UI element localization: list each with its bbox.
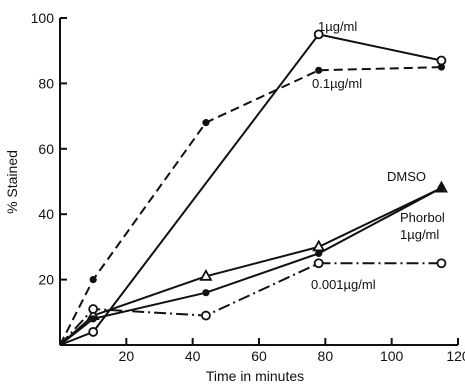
y-tick-label: 100: [31, 10, 55, 26]
data-point: [437, 63, 446, 71]
series-label-0-001ug: 0.001µg/ml: [311, 277, 376, 292]
data-point: [313, 258, 324, 269]
data-point: [202, 119, 210, 127]
data-point: [437, 184, 446, 192]
y-tick-label: 60: [38, 141, 54, 157]
data-point: [202, 289, 210, 297]
series-line: [59, 66, 442, 346]
data-point: [88, 304, 99, 314]
series-line: [59, 187, 442, 346]
series-label-0-1ug: 0.1µg/ml: [312, 76, 362, 91]
x-tick-label: 40: [185, 348, 201, 364]
x-axis-title: Time in minutes: [206, 368, 304, 384]
series-1: [59, 29, 447, 346]
x-tick-label: 60: [251, 348, 267, 364]
y-tick-label: 40: [38, 206, 54, 222]
series-4: [59, 184, 446, 346]
tick-labels: 20 40 60 80 100 120 20 40 60 80 100: [31, 10, 465, 364]
data-point: [199, 268, 213, 281]
series-2: [59, 63, 446, 346]
series-layer: [59, 29, 448, 346]
series-5: [59, 258, 447, 346]
series-line: [59, 187, 442, 346]
series-label-phorbol: Phorbol: [400, 210, 445, 225]
data-point: [313, 29, 324, 40]
x-tick-label: 120: [446, 348, 465, 364]
y-tick-label: 20: [38, 272, 54, 288]
series-line: [59, 262, 442, 346]
data-point: [201, 310, 211, 321]
x-tick-label: 100: [380, 348, 404, 364]
y-axis-title: % Stained: [4, 150, 20, 214]
y-tick-label: 80: [38, 75, 54, 91]
data-point: [88, 327, 99, 337]
x-tick-label: 20: [119, 348, 135, 364]
data-point: [436, 55, 447, 66]
data-point: [89, 276, 97, 284]
axes: [59, 17, 459, 346]
series-label-phorbol-dose: 1µg/ml: [400, 227, 439, 242]
data-point: [315, 66, 323, 74]
data-point: [315, 249, 323, 258]
series-label-dmso: DMSO: [387, 169, 426, 184]
data-point: [436, 258, 447, 269]
series-label-1ug: 1µg/ml: [318, 19, 357, 34]
x-tick-label: 80: [318, 348, 334, 364]
series-line: [59, 33, 442, 346]
data-point: [312, 239, 326, 252]
data-point: [89, 315, 97, 323]
